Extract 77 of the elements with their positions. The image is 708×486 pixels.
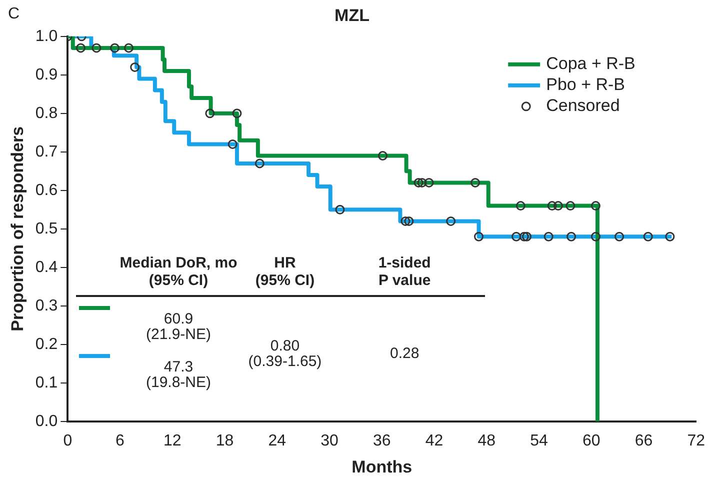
annotation: 60.9	[164, 310, 194, 328]
annotation: (19.8-NE)	[146, 374, 212, 392]
x-tick-label: 66	[634, 432, 653, 450]
point	[470, 178, 480, 188]
y-tick-label: 0.1	[35, 374, 58, 392]
y-tick-label: 0.3	[35, 297, 58, 314]
y-tick-label: 0.4	[35, 258, 58, 276]
x-tick-label: 48	[478, 432, 496, 450]
y-tick-label: 0.8	[35, 104, 58, 122]
y-tick-label: 0.2	[35, 336, 58, 353]
y-tick-label: 0.6	[35, 182, 58, 199]
annotation: (0.39-1.65)	[248, 352, 322, 370]
point	[400, 216, 410, 226]
point	[446, 216, 456, 226]
legend-label: Pbo + R-B	[546, 75, 626, 94]
text: C	[8, 5, 20, 22]
point	[414, 178, 424, 188]
annotation: HR	[274, 254, 296, 272]
annotation: 47.3	[164, 358, 194, 376]
annotation: (21.9-NE)	[146, 326, 212, 343]
x-tick-label: 54	[530, 432, 548, 450]
point	[205, 108, 215, 118]
chart-title: MZL	[334, 6, 370, 25]
point	[522, 232, 532, 242]
x-tick-label: 42	[425, 432, 444, 450]
annotation: 0.80	[270, 337, 300, 354]
legend-label: Copa + R-B	[546, 54, 636, 74]
point	[553, 201, 563, 211]
x-tick-label: 24	[268, 432, 286, 450]
point	[424, 178, 434, 188]
x-tick-label: 6	[116, 432, 125, 450]
point	[92, 43, 102, 53]
annotation: P value	[378, 272, 431, 290]
annotation: (95% CI)	[255, 272, 315, 290]
x-tick-label: 60	[582, 432, 600, 450]
annotation: 0.28	[390, 345, 420, 362]
point	[417, 178, 427, 188]
point	[76, 43, 86, 53]
point	[544, 232, 554, 242]
annotation: (95% CI)	[148, 272, 208, 290]
point	[110, 43, 120, 53]
point	[228, 139, 238, 149]
point	[516, 201, 526, 211]
x-tick-label: 72	[687, 432, 706, 450]
x-tick-label: 30	[320, 432, 338, 450]
point	[566, 201, 576, 211]
x-axis-title: Months	[352, 457, 412, 476]
y-tick-label: 0.7	[35, 143, 58, 160]
point	[590, 201, 600, 211]
y-tick-label: 0.5	[35, 220, 58, 238]
legend-label: Censored	[546, 96, 620, 116]
point	[232, 108, 242, 118]
x-tick-label: 12	[163, 432, 182, 450]
point	[643, 232, 653, 242]
x-tick-label: 18	[216, 432, 234, 450]
point	[590, 232, 600, 242]
point	[254, 158, 264, 168]
point	[566, 232, 576, 242]
point	[665, 232, 675, 242]
point	[130, 62, 140, 72]
y-tick-label: 0.0	[35, 412, 58, 430]
point	[378, 151, 388, 160]
y-axis-title: Proportion of responders	[8, 126, 27, 332]
point	[547, 201, 557, 211]
point	[474, 232, 484, 242]
y-tick-label: 1.0	[35, 28, 58, 45]
y-tick-label: 0.9	[35, 66, 58, 84]
point	[512, 232, 522, 242]
point	[404, 216, 414, 226]
x-tick-label: 0	[63, 432, 72, 450]
point	[614, 232, 624, 242]
point	[519, 232, 529, 242]
annotation: Median DoR, mo	[120, 254, 238, 272]
annotation: 1-sided	[378, 254, 431, 272]
point	[335, 204, 345, 214]
x-tick-label: 36	[372, 432, 391, 450]
point	[124, 43, 134, 53]
